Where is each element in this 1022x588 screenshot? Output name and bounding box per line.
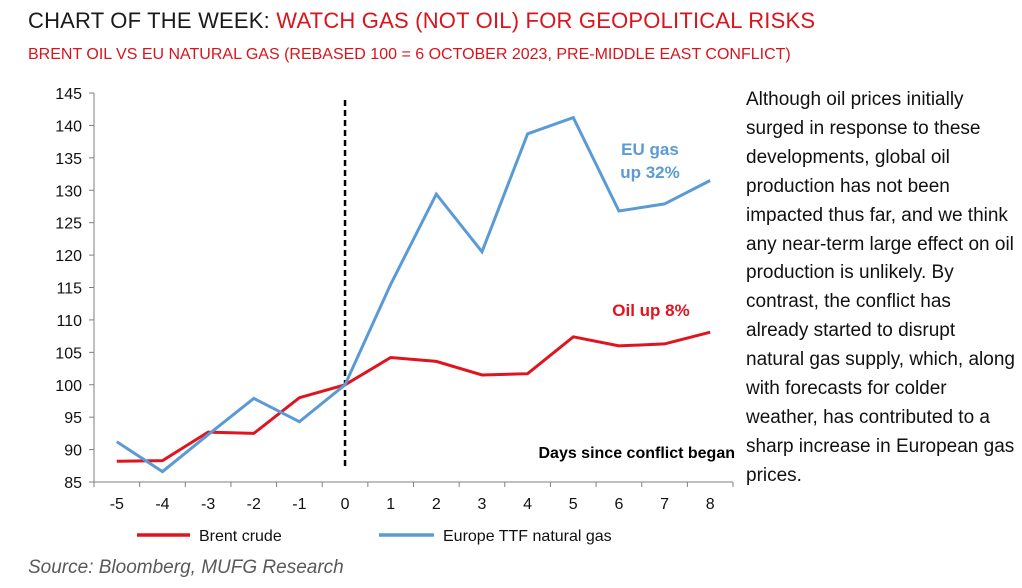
oil-annotation: Oil up 8% [612,301,689,320]
x-tick-label: -1 [292,496,306,513]
x-tick-label: 3 [478,496,487,513]
x-tick-label: -4 [155,496,169,513]
y-tick-label: 110 [56,313,82,330]
x-tick-label: 7 [660,496,669,513]
y-tick-label: 95 [64,410,82,427]
y-tick-label: 125 [55,216,82,233]
y-tick-label: 140 [55,118,82,135]
x-axis-title: Days since conflict began [538,445,735,462]
gas-annotation: EU gas up 32% [620,140,680,182]
chart-title: CHART OF THE WEEK: WATCH GAS (NOT OIL) F… [28,8,815,34]
y-tick-label: 90 [64,443,82,460]
x-tick-label: 4 [523,496,532,513]
x-tick-label: 0 [341,496,350,513]
y-tick-label: 120 [55,248,82,265]
y-tick-label: 145 [55,86,82,103]
x-tick-label: 5 [569,496,578,513]
legend-brent-label: Brent crude [199,528,282,545]
brent-crude-line [116,330,711,463]
legend-gas-label: Europe TTF natural gas [443,528,612,545]
chart-title-highlight: WATCH GAS (NOT OIL) FOR GEOPOLITICAL RIS… [276,8,816,33]
commentary-text: Although oil prices initially surged in … [746,89,1015,486]
x-tick-label: 6 [614,496,623,513]
y-tick-label: 100 [55,378,82,395]
series-layer [115,115,711,474]
y-tick-label: 105 [55,345,82,362]
source-note: Source: Bloomberg, MUFG Research [28,557,344,578]
x-tick-label: 2 [432,496,441,513]
x-tick-label: 8 [706,496,715,513]
x-tick-label: -5 [110,496,124,513]
legend: Brent crude Europe TTF natural gas [137,528,612,545]
annotation-layer: Days since conflict began EU gas up 32% Oil… [538,140,735,462]
chart-subtitle: BRENT OIL VS EU NATURAL GAS (REBASED 100… [28,46,791,63]
chart-title-prefix: CHART OF THE WEEK: [28,8,277,33]
y-tick-label: 135 [55,151,82,168]
y-tick-label: 115 [56,281,82,298]
x-tick-label: -2 [247,496,261,513]
x-tick-label: -3 [201,496,215,513]
x-tick-label: 1 [386,496,395,513]
europe-gas-line [115,115,711,474]
y-tick-label: 130 [55,183,82,200]
y-tick-label: 85 [64,475,82,492]
